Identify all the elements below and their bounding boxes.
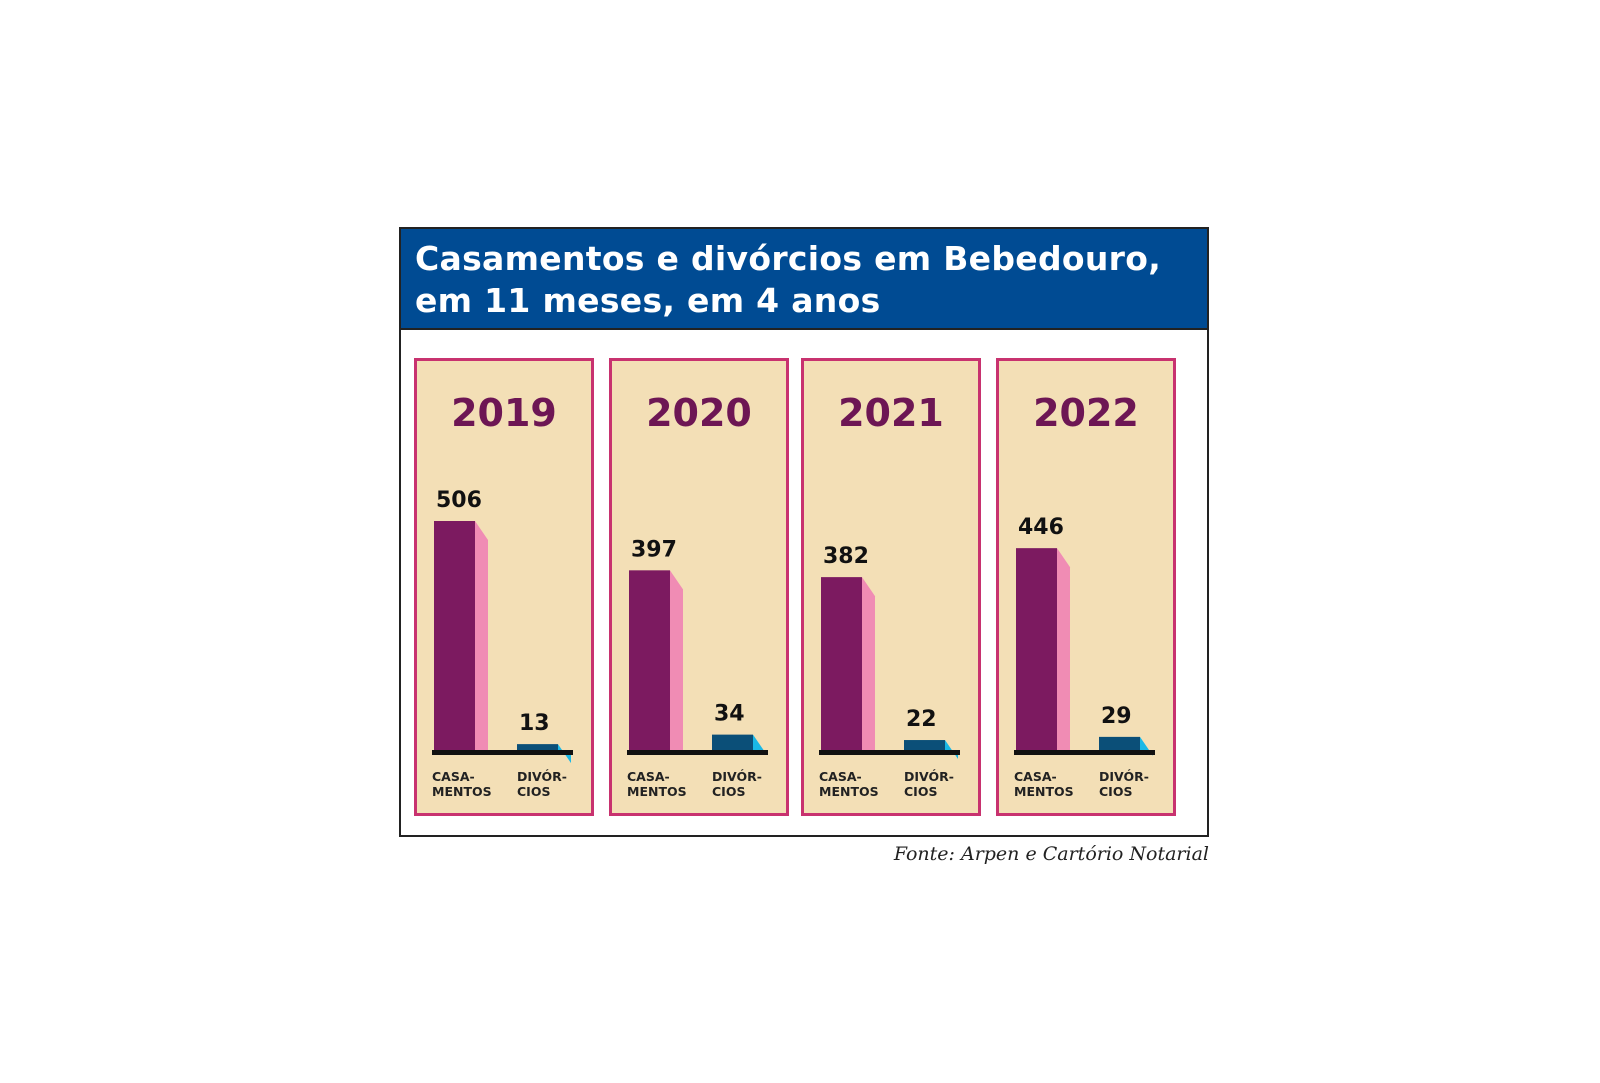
chart-title-line-2: em 11 meses, em 4 anos [415, 281, 881, 320]
category-label-casamentos-2021: CASA- MENTOS [819, 769, 879, 799]
category-label-casamentos-2019: CASA- MENTOS [432, 769, 492, 799]
category-label-casamentos-2020: CASA- MENTOS [627, 769, 687, 799]
chart-title-line-1: Casamentos e divórcios em Bebedouro, [415, 239, 1162, 278]
year-label-2019: 2019 [451, 391, 557, 435]
baseline-2022 [1014, 750, 1155, 755]
value-label-casamentos-2020: 397 [631, 537, 677, 562]
bar-casamentos-2020 [629, 570, 670, 750]
year-panels: 2019 506 13 CASA- MENTOS DIVÓR- CIOS 2020 397 34 C… [401, 229, 1207, 835]
year-label-2022: 2022 [1033, 391, 1139, 435]
category-label-divorcios-2020: DIVÓR- CIOS [712, 769, 762, 799]
bar-casamentos-2021 [821, 577, 862, 750]
panel-2022: 2022 446 29 CASA- MENTOS DIVÓR- CIOS [996, 358, 1176, 816]
bars-svg-2020: 397 34 [627, 537, 768, 755]
bar-casamentos-2019 [434, 521, 475, 750]
bar-side-casamentos-2020 [670, 570, 683, 750]
source-credit: Fonte: Arpen e Cartório Notarial [893, 843, 1209, 865]
value-label-divorcios-2021: 22 [906, 707, 937, 732]
bar-side-casamentos-2022 [1057, 548, 1070, 750]
bar-divorcios-2022 [1099, 736, 1140, 750]
category-label-casamentos-2022: CASA- MENTOS [1014, 769, 1074, 799]
chart-frame: Casamentos e divórcios em Bebedouro, em … [399, 227, 1209, 837]
panel-2019: 2019 506 13 CASA- MENTOS DIVÓR- CIOS [414, 358, 594, 816]
chart-header: Casamentos e divórcios em Bebedouro, em … [401, 229, 1207, 330]
baseline-2021 [819, 750, 960, 755]
bar-side-divorcios-2021 [945, 740, 958, 760]
bar-side-casamentos-2021 [862, 577, 875, 750]
bars-svg-2022: 446 29 [1014, 515, 1155, 756]
value-label-divorcios-2019: 13 [519, 711, 550, 736]
year-label-2021: 2021 [838, 391, 944, 435]
category-label-divorcios-2022: DIVÓR- CIOS [1099, 769, 1149, 799]
baseline-2019 [432, 750, 573, 755]
value-label-casamentos-2019: 506 [436, 488, 482, 513]
bar-side-casamentos-2019 [475, 521, 488, 750]
bar-casamentos-2022 [1016, 548, 1057, 750]
value-label-divorcios-2022: 29 [1101, 704, 1132, 729]
bar-divorcios-2021 [904, 740, 945, 750]
bars-svg-2021: 382 22 [819, 544, 960, 760]
year-label-2020: 2020 [646, 391, 752, 435]
bars-svg-2019: 506 13 [432, 488, 573, 764]
value-label-casamentos-2022: 446 [1018, 515, 1064, 540]
panel-2021: 2021 382 22 CASA- MENTOS DIVÓR- CIOS [801, 358, 981, 816]
bar-side-divorcios-2020 [753, 734, 766, 754]
category-label-divorcios-2021: DIVÓR- CIOS [904, 769, 954, 799]
bar-divorcios-2019 [517, 744, 558, 750]
value-label-casamentos-2021: 382 [823, 544, 869, 569]
value-label-divorcios-2020: 34 [714, 702, 745, 727]
baseline-2020 [627, 750, 768, 755]
panel-2020: 2020 397 34 CASA- MENTOS DIVÓR- CIOS [609, 358, 789, 816]
category-label-divorcios-2019: DIVÓR- CIOS [517, 769, 567, 799]
bar-divorcios-2020 [712, 734, 753, 750]
